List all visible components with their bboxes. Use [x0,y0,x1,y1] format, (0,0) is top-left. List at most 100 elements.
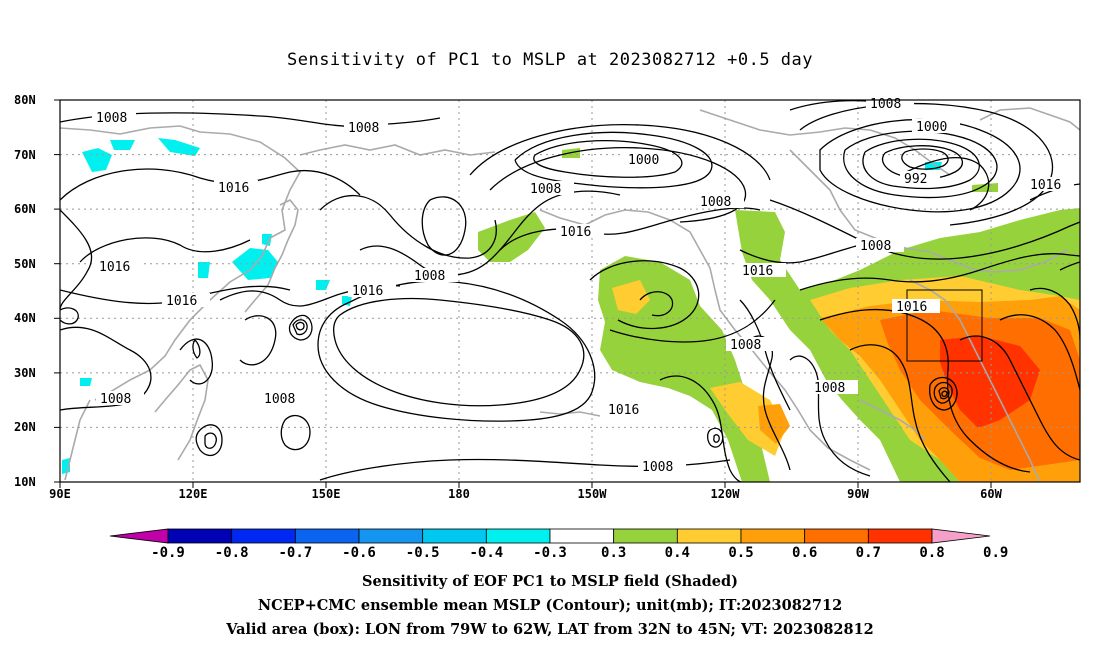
colorbar-label: 0.6 [792,545,817,561]
svg-text:1016: 1016 [560,225,591,240]
lon-label: 150W [578,487,608,501]
contour-label: 1000 [624,152,672,168]
shade-negative [158,138,200,156]
svg-text:1008: 1008 [264,392,295,407]
svg-text:1008: 1008 [730,338,761,353]
svg-text:1016: 1016 [218,181,249,196]
shade-yellow [710,382,785,456]
svg-text:1008: 1008 [348,121,379,136]
contour-label: 1016 [738,263,786,279]
colorbar-cell [867,528,933,544]
lat-label: 70N [14,148,36,162]
contour-label: 1016 [604,402,652,418]
contour-label: 1008 [726,337,774,353]
lat-label: 10N [14,475,36,489]
lat-label: 30N [14,366,36,380]
contour-label: 1008 [638,459,686,475]
svg-text:1008: 1008 [414,269,445,284]
colorbar-cell [231,528,296,544]
lon-label: 120W [711,487,741,501]
shade-red [940,336,1040,428]
lon-label: 180 [448,487,470,501]
colorbar-cell [613,528,678,544]
svg-text:1016: 1016 [608,403,639,418]
svg-text:1016: 1016 [352,284,383,299]
lon-label: 120E [179,487,208,501]
colorbar-label: -0.3 [533,545,567,561]
lon-axis-labels: 90E 120E 150E 180 150W 120W 90W 60W [49,487,1002,501]
colorbar-cell [358,528,424,544]
lon-label: 90W [847,487,869,501]
colorbar-cell [485,528,551,544]
colorbar-label: -0.5 [406,545,440,561]
colorbar-label: -0.9 [151,545,185,561]
lat-label: 40N [14,311,36,325]
contour-label: 1016 [214,180,258,196]
contour-label: 992 [900,171,940,187]
shade-negative [82,148,112,172]
coastlines [60,107,1080,482]
svg-text:1000: 1000 [628,153,659,168]
map-frame [59,99,1081,483]
colorbar-cell [549,528,615,544]
colorbar-cell [676,528,742,544]
shade-yellow [612,280,650,314]
contour-label: 1016 [95,259,143,275]
colorbar-cell [740,528,806,544]
lat-axis-labels: 80N 70N 60N 50N 40N 30N 20N 10N [14,93,36,489]
shade-negative [262,234,272,246]
svg-text:1008: 1008 [642,460,673,475]
colorbar-cell [294,528,360,544]
colorbar-label: -0.7 [278,545,312,561]
contour-label: 1008 [866,96,914,112]
svg-text:1000: 1000 [916,120,947,135]
colorbar-cell [167,528,233,544]
svg-text:1016: 1016 [166,294,197,309]
lon-label: 90E [49,487,71,501]
colorbar-label: 0.9 [983,545,1008,561]
contour-label: 1016 [1026,177,1074,193]
lon-label: 60W [980,487,1002,501]
svg-text:1008: 1008 [530,182,561,197]
contour-label: 1008 [96,391,144,407]
contour-label: 1008 [410,268,458,284]
shade-negative [110,140,135,150]
contour-label: 1008 [856,238,904,254]
contour-label: 1016 [556,224,604,240]
contour-label: 1016 [348,283,396,299]
colorbar-label: 0.7 [856,545,881,561]
svg-text:1016: 1016 [1030,178,1061,193]
shade-negative [342,296,352,306]
contour-label: 1016 [162,293,210,309]
contour-label: 1016 [892,299,940,315]
contour-label: 1008 [696,194,744,210]
colorbar-arrow-high [931,528,991,544]
svg-text:1008: 1008 [96,111,127,126]
valid-area-box [906,289,983,362]
chart-title: Sensitivity of PC1 to MSLP at 2023082712… [286,50,813,70]
svg-text:992: 992 [904,172,927,187]
contour-label: 1008 [260,391,308,407]
lat-label: 50N [14,257,36,271]
colorbar-cell [422,528,487,544]
shade-negative [80,378,92,386]
colorbar-label: 0.8 [919,545,944,561]
colorbar-label: -0.6 [342,545,376,561]
colorbar-label: -0.4 [469,545,503,561]
svg-text:1008: 1008 [870,97,901,112]
axis-ticks [54,99,992,488]
shade-green [598,256,770,482]
colorbar-label: 0.3 [601,545,626,561]
lat-label: 20N [14,420,36,434]
gridlines [60,100,1080,482]
shade-green [478,212,545,262]
colorbar-label: -0.8 [215,545,249,561]
caption-line-1: Sensitivity of EOF PC1 to MSLP field (Sh… [362,573,738,590]
caption-line-2: NCEP+CMC ensemble mean MSLP (Contour); u… [257,597,843,614]
lat-label: 80N [14,93,36,107]
contour-label: 1000 [912,119,960,135]
colorbar-label: 0.4 [665,545,690,561]
contour-label: 1008 [344,120,388,136]
svg-text:1008: 1008 [700,195,731,210]
